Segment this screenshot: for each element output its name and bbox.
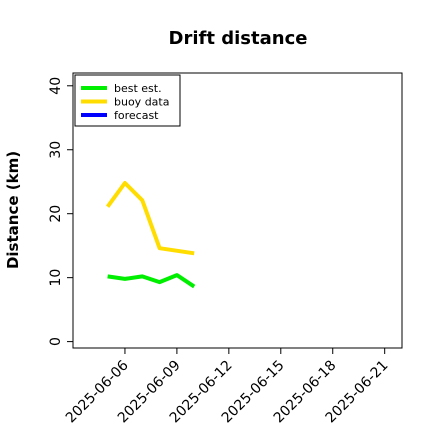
legend-label-2: forecast xyxy=(114,109,159,122)
series-layer xyxy=(105,181,196,289)
y-tick-label: 20 xyxy=(48,205,64,223)
y-axis: 0 10 20 30 40 xyxy=(48,77,73,346)
plot-area-frame xyxy=(72,72,403,349)
y-tick-label: 30 xyxy=(48,141,64,159)
series-line-0 xyxy=(107,273,196,289)
legend-label-0: best est. xyxy=(114,82,162,95)
y-axis-label: Distance (km) xyxy=(4,151,22,269)
y-tick-label: 40 xyxy=(48,77,64,95)
x-axis: 2025-06-062025-06-092025-06-122025-06-15… xyxy=(63,348,392,426)
legend-label-1: buoy data xyxy=(114,96,169,109)
y-tick-label: 10 xyxy=(48,269,64,287)
series-line-1 xyxy=(105,181,195,256)
y-tick-label: 0 xyxy=(48,337,64,346)
chart-title: Drift distance xyxy=(169,28,308,49)
